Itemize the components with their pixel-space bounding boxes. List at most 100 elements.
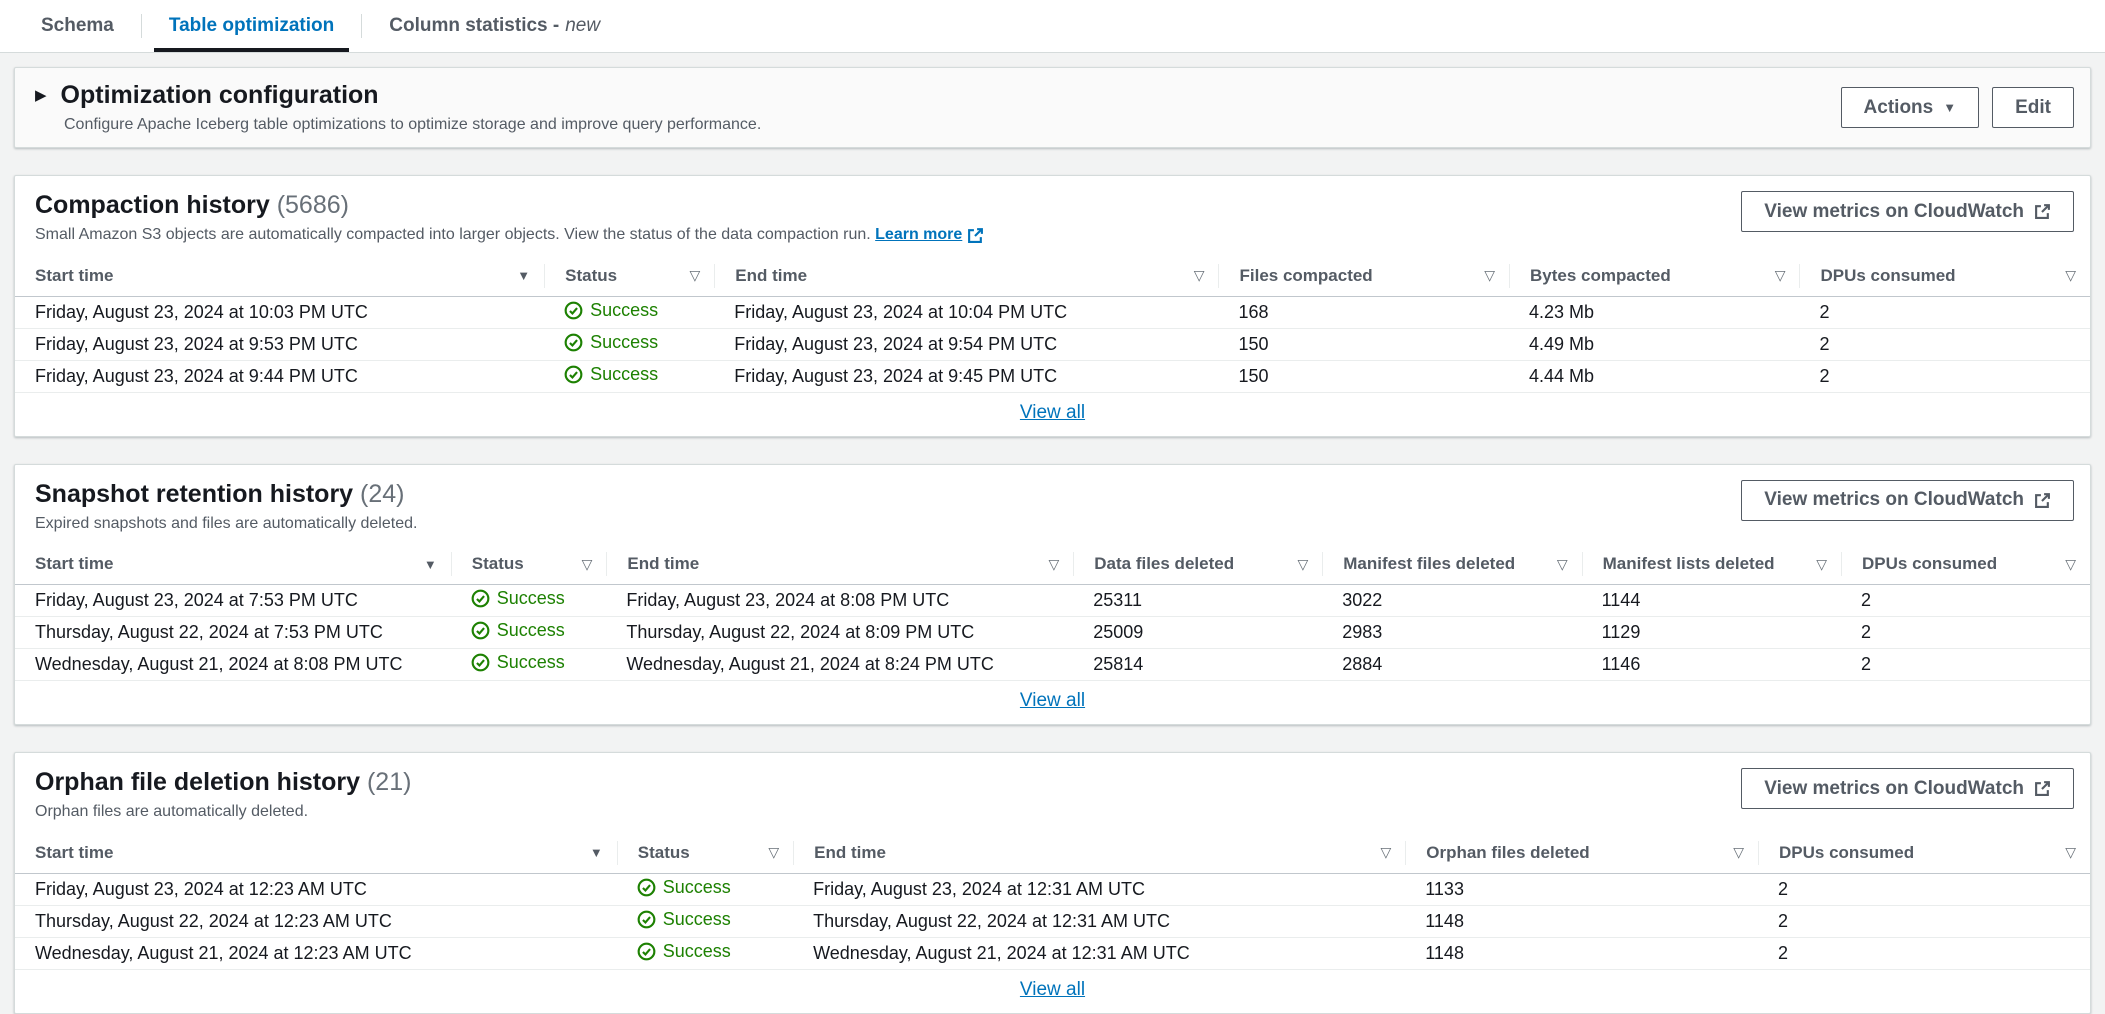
column-header-label: Start time [35,842,114,862]
table-cell: Success [544,296,715,329]
table-cell: Wednesday, August 21, 2024 at 12:31 AM U… [793,937,1406,970]
status-badge: Success [471,620,565,641]
tab-schema-label: Schema [41,15,114,36]
filter-icon[interactable]: ▽ [1380,844,1392,861]
table-cell: 2 [1841,584,2090,617]
table-row[interactable]: Friday, August 23, 2024 at 12:23 AM UTC … [15,873,2090,906]
column-header-end-time[interactable]: End time ▽ [606,544,1074,585]
column-header-dpus-consumed[interactable]: DPUs consumed ▽ [1758,833,2090,874]
success-check-icon [471,589,490,608]
filter-icon[interactable]: ▽ [1297,555,1309,572]
column-header-files-compacted[interactable]: Files compacted ▽ [1218,256,1509,297]
panel-title: Optimization configuration [60,81,379,109]
filter-icon[interactable]: ▽ [1733,844,1744,861]
table-cell: Thursday, August 22, 2024 at 12:23 AM UT… [15,905,617,938]
column-header-dpus-consumed[interactable]: DPUs consumed ▽ [1841,544,2090,585]
sort-desc-icon[interactable]: ▼ [517,268,531,284]
actions-button[interactable]: Actions ▼ [1840,87,1980,128]
edit-button[interactable]: Edit [1992,87,2074,128]
sort-desc-icon[interactable]: ▼ [589,845,603,861]
table-cell: 2983 [1322,616,1582,649]
column-header-manifest-lists-deleted[interactable]: Manifest lists deleted ▽ [1581,544,1841,585]
cell-value: Friday, August 23, 2024 at 8:08 PM UTC [626,590,950,610]
column-header-status[interactable]: Status ▽ [544,256,715,297]
column-header-end-time[interactable]: End time ▽ [714,256,1219,297]
status-badge: Success [471,652,565,673]
table-row[interactable]: Friday, August 23, 2024 at 10:03 PM UTC … [15,296,2090,329]
filter-icon[interactable]: ▽ [1774,267,1786,284]
table-cell: 2 [1758,905,2090,938]
table-cell: 4.44 Mb [1508,360,1800,393]
status-label: Success [496,652,565,672]
view-all-link[interactable]: View all [1019,690,1086,711]
cell-value: Friday, August 23, 2024 at 7:53 PM UTC [35,590,358,610]
filter-icon[interactable]: ▽ [1048,555,1060,572]
table-cell: Success [450,616,607,649]
filter-icon[interactable]: ▽ [2065,267,2076,284]
cell-value: Thursday, August 22, 2024 at 12:23 AM UT… [35,910,392,931]
external-link-icon [2035,781,2050,796]
cell-value: Wednesday, August 21, 2024 at 8:08 PM UT… [35,654,403,674]
table-row[interactable]: Friday, August 23, 2024 at 7:53 PM UTC S… [15,584,2090,617]
column-header-start-time[interactable]: Start time ▼ [15,256,545,297]
success-check-icon [564,365,583,383]
filter-icon[interactable]: ▽ [768,844,780,861]
filter-icon[interactable]: ▽ [2065,555,2076,572]
column-header-start-time[interactable]: Start time ▼ [15,833,617,874]
expand-triangle-icon[interactable]: ▶ [35,87,47,104]
table-cell: Success [616,937,794,970]
column-header-status[interactable]: Status ▽ [616,833,794,874]
tab-schema[interactable]: Schema [14,0,141,52]
table-row[interactable]: Thursday, August 22, 2024 at 7:53 PM UTC… [15,616,2090,649]
view-all-link[interactable]: View all [1019,978,1086,1000]
status-badge: Success [564,364,658,385]
column-header-start-time[interactable]: Start time ▼ [15,544,451,585]
table-cell: 1148 [1405,905,1758,938]
filter-icon[interactable]: ▽ [581,555,593,572]
table-cell: 25311 [1073,584,1323,617]
column-header-label: Data files deleted [1094,554,1235,574]
cell-value: 1129 [1601,622,1641,642]
filter-icon[interactable]: ▽ [1816,555,1827,572]
table-row[interactable]: Wednesday, August 21, 2024 at 12:23 AM U… [15,937,2090,970]
sort-desc-icon[interactable]: ▼ [423,556,437,572]
table-cell: Success [450,648,607,681]
column-header-label: Orphan files deleted [1426,842,1590,862]
status-badge: Success [637,941,731,962]
status-badge: Success [471,588,565,609]
view-all-link[interactable]: View all [1019,401,1086,423]
external-link-icon [968,227,984,243]
filter-icon[interactable]: ▽ [1484,267,1495,284]
table-cell: Friday, August 23, 2024 at 9:53 PM UTC [15,328,545,361]
column-header-status[interactable]: Status ▽ [450,544,607,585]
tab-table-optimization[interactable]: Table optimization [142,0,361,52]
filter-icon[interactable]: ▽ [1193,267,1205,284]
column-header-end-time[interactable]: End time ▽ [793,833,1406,874]
table-cell: 168 [1218,296,1509,329]
view-metrics-cloudwatch-button[interactable]: View metrics on CloudWatch [1741,768,2074,809]
tab-separator [361,14,363,38]
table-row[interactable]: Friday, August 23, 2024 at 9:44 PM UTC S… [15,360,2090,393]
filter-icon[interactable]: ▽ [1556,555,1568,572]
cell-value: 2 [1778,942,1789,963]
table-row[interactable]: Friday, August 23, 2024 at 9:53 PM UTC S… [15,328,2090,361]
column-header-data-files-deleted[interactable]: Data files deleted ▽ [1073,544,1323,585]
table-row[interactable]: Wednesday, August 21, 2024 at 8:08 PM UT… [15,648,2090,681]
filter-icon[interactable]: ▽ [689,267,701,284]
column-header-label: End time [627,554,700,574]
optimization-configuration-header[interactable]: ▶ Optimization configuration [35,81,761,110]
column-header-label: Bytes compacted [1529,265,1671,285]
table-cell: 2 [1799,360,2090,393]
tab-new-badge: new [565,15,601,36]
column-header-orphan-files-deleted[interactable]: Orphan files deleted ▽ [1405,833,1758,874]
column-header-bytes-compacted[interactable]: Bytes compacted ▽ [1508,256,1800,297]
view-metrics-cloudwatch-button[interactable]: View metrics on CloudWatch [1741,479,2074,521]
table-row[interactable]: Thursday, August 22, 2024 at 12:23 AM UT… [15,905,2090,938]
column-header-manifest-files-deleted[interactable]: Manifest files deleted ▽ [1322,544,1582,585]
filter-icon[interactable]: ▽ [2065,844,2076,861]
column-header-dpus-consumed[interactable]: DPUs consumed ▽ [1799,256,2090,297]
learn-more-link[interactable]: Learn more [875,226,984,244]
tab-column-statistics[interactable]: Column statistics - new [362,0,627,52]
table-cell: 2884 [1322,648,1582,681]
view-metrics-cloudwatch-button[interactable]: View metrics on CloudWatch [1741,191,2074,232]
